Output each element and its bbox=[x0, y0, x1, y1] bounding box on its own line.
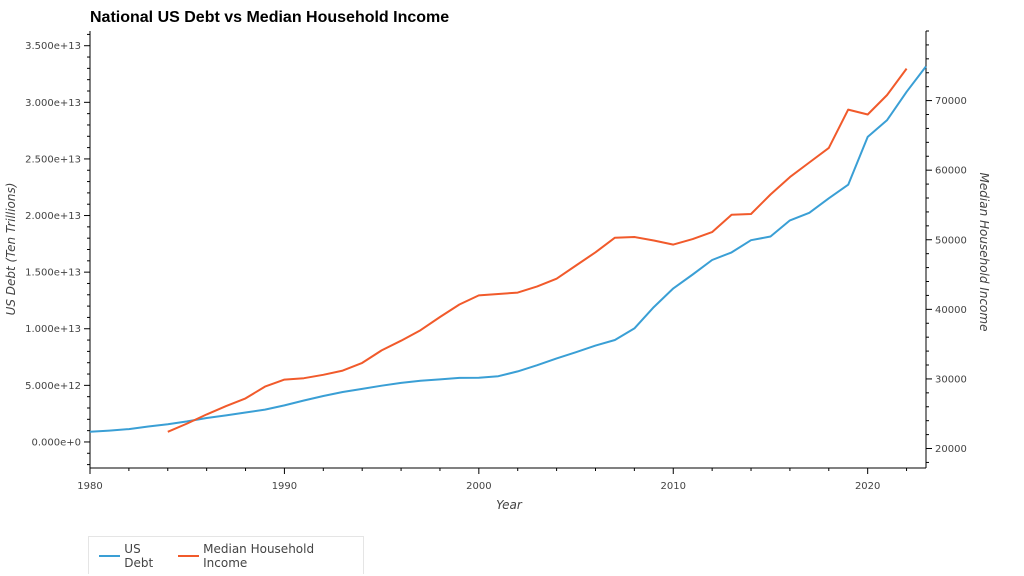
x-tick-label: 1990 bbox=[272, 481, 297, 492]
legend: US Debt Median Household Income bbox=[88, 536, 364, 574]
legend-swatch-us-debt bbox=[99, 554, 121, 557]
y-left-tick-label: 2.000e+13 bbox=[25, 211, 81, 222]
y-right-tick-label: 60000 bbox=[935, 166, 967, 177]
x-tick-label: 1980 bbox=[77, 481, 102, 492]
series-layer bbox=[89, 65, 927, 433]
y-left-tick-label: 2.500e+13 bbox=[25, 154, 81, 165]
x-axis: 1980 1990 2000 2010 2020 bbox=[77, 468, 908, 492]
chart-title: National US Debt vs Median Household Inc… bbox=[90, 9, 449, 26]
legend-label-median-household-income: Median Household Income bbox=[203, 541, 315, 570]
y-axis-right: 20000 30000 40000 50000 60000 70000 bbox=[926, 30, 967, 463]
x-tick-label: 2010 bbox=[661, 481, 686, 492]
legend-item-median-household-income[interactable]: Median Household Income bbox=[177, 541, 357, 570]
y-right-tick-label: 50000 bbox=[935, 235, 967, 246]
y-axis-left-title: US Debt (Ten Trillions) bbox=[4, 183, 18, 316]
y-axis-left: 0.000e+0 5.000e+12 1.000e+13 1.500e+13 2.000… bbox=[25, 33, 90, 466]
plot-frame bbox=[89, 31, 927, 469]
legend-item-us-debt[interactable]: US Debt bbox=[99, 542, 172, 570]
y-left-tick-label: 1.000e+13 bbox=[25, 324, 81, 335]
y-axis-right-title: Median Household Income bbox=[977, 173, 991, 332]
y-left-tick-label: 0.000e+0 bbox=[31, 437, 81, 448]
y-left-tick-label: 1.500e+13 bbox=[25, 268, 81, 279]
y-left-tick-label: 3.500e+13 bbox=[25, 41, 81, 52]
y-right-tick-label: 20000 bbox=[935, 444, 967, 455]
x-tick-label: 2020 bbox=[855, 481, 880, 492]
x-tick-label: 2000 bbox=[466, 481, 491, 492]
y-right-tick-label: 40000 bbox=[935, 305, 967, 316]
y-right-tick-label: 70000 bbox=[935, 96, 967, 107]
y-right-tick-label: 30000 bbox=[935, 374, 967, 385]
series-line-median-household-income[interactable] bbox=[167, 68, 908, 433]
y-left-tick-label: 3.000e+13 bbox=[25, 98, 81, 109]
legend-swatch-median-household-income bbox=[177, 554, 200, 557]
y-left-tick-label: 5.000e+12 bbox=[25, 381, 81, 392]
series-line-us-debt[interactable] bbox=[89, 65, 927, 433]
legend-label-us-debt: US Debt bbox=[124, 541, 154, 570]
x-axis-title: Year bbox=[496, 498, 523, 512]
